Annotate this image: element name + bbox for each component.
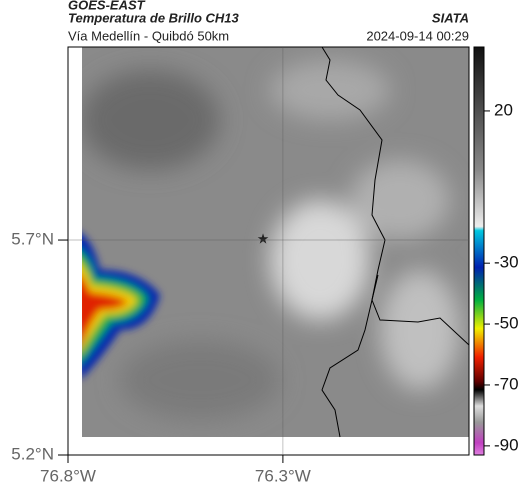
map-frame	[67, 46, 470, 456]
source: GOES-EAST	[68, 0, 146, 12]
colorbar-label: -30	[494, 253, 519, 272]
colorbar-label: -90	[494, 435, 519, 454]
satellite-image	[82, 47, 469, 437]
colorbar-label: -70	[494, 374, 519, 393]
borders	[321, 46, 470, 438]
location-star: ★	[257, 231, 270, 247]
lat-label: 5.7°N	[11, 230, 54, 249]
route: Vía Medellín - Quibdó 50km	[68, 28, 229, 43]
colorbar-label: 20	[494, 100, 513, 119]
agency: SIATA	[432, 10, 469, 25]
lat-label: 5.2°N	[11, 444, 54, 463]
colorbar	[473, 46, 485, 456]
product: Temperatura de Brillo CH13	[68, 10, 240, 25]
timestamp: 2024-09-14 00:29	[366, 28, 469, 43]
lon-label: 76.3°W	[255, 466, 311, 485]
colorbar-label: -50	[494, 314, 519, 333]
lon-label: 76.8°W	[40, 466, 96, 485]
